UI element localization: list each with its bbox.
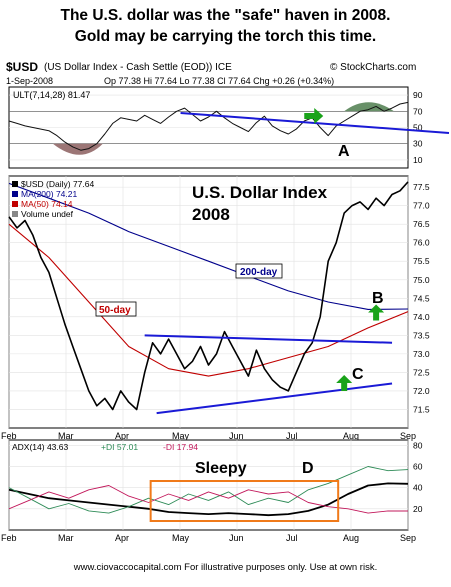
adx-tick-label: 60	[413, 461, 423, 471]
ult-legend: ULT(7,14,28) 81.47	[13, 90, 90, 100]
price-legend-item: Volume undef	[21, 209, 74, 219]
ult-tick-label: 50	[413, 123, 423, 133]
ma50-label: 50-day	[99, 305, 131, 316]
annotation-sleepy: Sleepy	[195, 460, 247, 477]
chart-title-line2: 2008	[192, 205, 230, 224]
price-panel: 71.5 72.0 72.5 73.0 73.5 74.0 74.5 75.0 75.5 76.0…	[1, 175, 430, 441]
ult-line	[8, 101, 409, 151]
price-tick-label: 72.0	[413, 386, 430, 396]
adx-tick-label: 80	[413, 440, 423, 450]
ma50-label-box	[95, 301, 137, 317]
price-tick-label: 74.5	[413, 293, 430, 303]
price-tick-label: 75.5	[413, 256, 430, 266]
lower-channel-line	[156, 382, 393, 415]
adx-month-label: Aug	[343, 533, 359, 543]
adx-series-line	[8, 466, 409, 514]
adx-frame	[8, 439, 409, 531]
price-line	[8, 181, 409, 411]
annotation-b: B	[372, 290, 384, 307]
ult-green-arrow	[304, 108, 324, 124]
adx-month-label: Mar	[58, 533, 74, 543]
chart-title-line1: U.S. Dollar Index	[192, 183, 328, 202]
adx-series-line	[8, 485, 409, 514]
adx-month-label: Jun	[229, 533, 244, 543]
price-legend-item: MA(50) 74.14	[21, 199, 73, 209]
price-month-label: Feb	[1, 431, 17, 441]
price-month-label: Aug	[343, 431, 359, 441]
sleepy-box	[149, 480, 340, 522]
headline-line-2: Gold may be carrying the torch this time…	[74, 28, 377, 45]
ma200-label: 200-day	[240, 267, 278, 278]
adx-tick-label: 20	[413, 504, 423, 514]
adx-month-label: Jul	[286, 533, 298, 543]
annotation-d: D	[302, 460, 314, 477]
quote-line: Op 77.38 Hi 77.64 Lo 77.38 Cl 77.64 Chg …	[104, 76, 335, 86]
adx-month-label: Feb	[1, 533, 17, 543]
adx-legend-item: -DI 17.94	[163, 442, 198, 452]
ult-panel: 10 30 50 70 90 ULT(7,14,28) 81.47 A	[8, 86, 450, 169]
price-tick-label: 73.5	[413, 330, 430, 340]
price-tick-label: 76.0	[413, 238, 430, 248]
ma200-label-box	[235, 263, 283, 279]
price-month-label: Jul	[286, 431, 298, 441]
adx-legend-item: ADX(14) 43.63	[12, 442, 68, 452]
adx-tick-label: 40	[413, 483, 423, 493]
adx-panel: 20 40 60 80 Feb Mar Apr May Jun Jul Aug Sep Sleepy D A…	[1, 439, 423, 543]
adx-month-label: May	[172, 533, 190, 543]
price-tick-label: 75.0	[413, 275, 430, 285]
price-arrow-c	[336, 374, 353, 391]
price-tick-label: 73.0	[413, 349, 430, 359]
footer-note: www.ciovaccocapital.com For illustrative…	[73, 562, 378, 573]
annotation-a: A	[338, 143, 350, 160]
price-legend-item: $USD (Daily) 77.64	[21, 179, 94, 189]
price-month-label: May	[172, 431, 190, 441]
annotation-c: C	[352, 366, 364, 383]
price-legend-swatch	[12, 181, 18, 187]
ult-tick-label: 30	[413, 139, 423, 149]
price-legend-swatch	[12, 201, 18, 207]
stockcharts-brand: © StockCharts.com	[330, 62, 417, 73]
price-tick-label: 71.5	[413, 404, 430, 414]
ult-tick-label: 90	[413, 90, 423, 100]
ult-tick-label: 10	[413, 155, 423, 165]
ult-tick-label: 70	[413, 106, 423, 116]
price-legend-swatch	[12, 191, 18, 197]
ult-overbought-shade	[344, 102, 395, 112]
price-legend-item: MA(200) 74.21	[21, 189, 77, 199]
price-month-label: Jun	[229, 431, 244, 441]
chart-date: 1-Sep-2008	[6, 76, 54, 86]
price-tick-label: 77.5	[413, 182, 430, 192]
price-tick-label: 77.0	[413, 201, 430, 211]
price-month-label: Mar	[58, 431, 74, 441]
adx-legend-item: +DI 57.01	[101, 442, 138, 452]
price-tick-label: 76.5	[413, 219, 430, 229]
adx-month-label: Sep	[400, 533, 416, 543]
upper-channel-line	[144, 334, 393, 344]
symbol-description: (US Dollar Index - Cash Settle (EOD)) IC…	[44, 62, 232, 73]
symbol-label: $USD	[6, 60, 39, 74]
price-tick-label: 74.0	[413, 312, 430, 322]
adx-series-line	[8, 482, 409, 517]
price-month-label: Apr	[115, 431, 129, 441]
price-month-label: Sep	[400, 431, 416, 441]
ma200-line	[8, 182, 409, 310]
price-arrow-b	[368, 304, 385, 321]
adx-month-label: Apr	[115, 533, 129, 543]
price-tick-label: 72.5	[413, 367, 430, 377]
headline-line-1: The U.S. dollar was the "safe" haven in …	[60, 7, 391, 24]
price-legend-swatch	[12, 211, 18, 217]
